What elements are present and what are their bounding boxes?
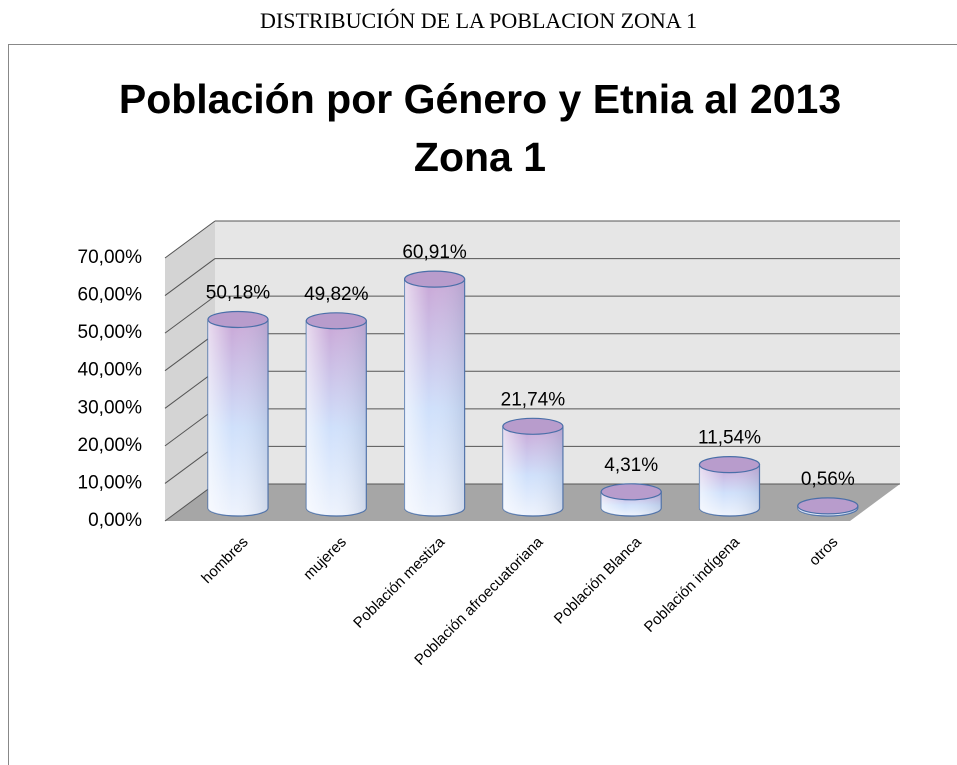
y-tick-label: 50,00%: [78, 322, 143, 343]
cylinder-top: [698, 456, 761, 474]
value-label: 49,82%: [304, 284, 369, 305]
side-grid-line: [164, 258, 216, 296]
side-wall: [165, 221, 215, 521]
value-label: 21,74%: [501, 389, 566, 410]
y-tick-label: 70,00%: [78, 247, 143, 268]
side-grid-line: [164, 483, 216, 522]
y-tick-label: 60,00%: [78, 285, 143, 306]
side-grid-line: [164, 220, 216, 259]
page: DISTRIBUCIÓN DE LA POBLACION ZONA 1 0,00…: [8, 8, 957, 765]
value-label: 50,18%: [206, 282, 271, 303]
cylinder: [797, 497, 859, 517]
side-grid-line: [164, 333, 216, 372]
y-tick-label: 10,00%: [78, 472, 143, 493]
value-label: 11,54%: [698, 428, 761, 449]
chart-title: Población por Género y Etnia al 2013 Zon…: [118, 76, 842, 180]
side-grid-line: [164, 295, 216, 334]
cylinder: [305, 312, 367, 517]
x-tick-label: Población Blanca: [551, 533, 645, 627]
x-tick-label: hombres: [198, 534, 251, 587]
cylinder-shade: [404, 279, 465, 516]
heading: DISTRIBUCIÓN DE LA POBLACION ZONA 1: [260, 8, 697, 33]
cylinder: [698, 456, 761, 517]
cylinder-top: [797, 497, 859, 515]
chart: 0,00% 10,00% 20,00% 30,00% 40,00% 50,00% 60,00…: [78, 220, 900, 669]
x-tick-label: otros: [806, 534, 842, 570]
frame: [8, 44, 957, 765]
cylinder: [502, 417, 564, 517]
value-label: 0,56%: [801, 469, 855, 490]
cylinder: [404, 270, 466, 517]
cylinder-shade: [306, 320, 367, 516]
x-tick-label: mujeres: [300, 534, 350, 584]
cylinder-shade: [502, 426, 563, 516]
side-grid-line: [164, 446, 216, 484]
y-tick-label: 20,00%: [78, 435, 143, 456]
cylinder-top: [502, 417, 564, 435]
cylinder-top: [207, 310, 269, 329]
cylinder-top: [305, 312, 367, 330]
value-label: 4,31%: [604, 455, 658, 476]
cylinder-top: [600, 483, 662, 501]
y-tick-label: 0,00%: [88, 510, 142, 531]
cylinder-shade: [699, 464, 760, 516]
back-wall: [215, 221, 900, 484]
side-grid-line: [164, 408, 216, 447]
value-label: 60,91%: [402, 242, 467, 263]
cylinder: [600, 483, 662, 517]
y-tick-label: 30,00%: [78, 397, 143, 418]
y-tick-label: 40,00%: [78, 360, 143, 381]
cylinder-top: [404, 270, 466, 288]
x-tick-label: Población indígena: [641, 533, 744, 636]
cylinder-shade: [208, 319, 268, 516]
cylinder: [207, 310, 269, 517]
x-tick-label: Población mestiza: [350, 533, 449, 632]
side-grid-line: [164, 370, 216, 409]
